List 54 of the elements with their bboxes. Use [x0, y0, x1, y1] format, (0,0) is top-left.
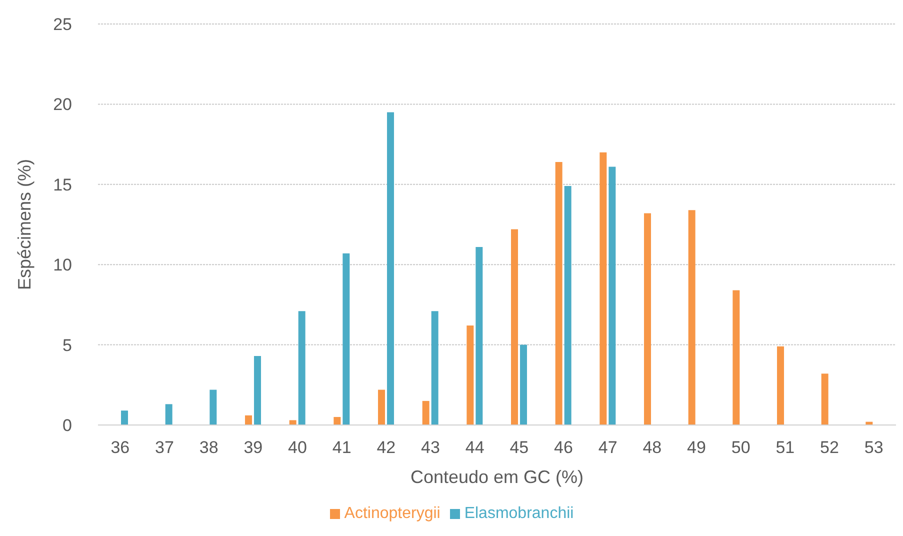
bar	[289, 420, 296, 425]
bar	[608, 166, 616, 425]
bar	[511, 229, 518, 425]
bar	[387, 112, 394, 425]
bar	[600, 152, 607, 425]
legend-label: Actinopterygii	[344, 505, 440, 522]
bar	[422, 400, 430, 425]
x-tick-label: 37	[155, 438, 174, 458]
y-tick-label: 5	[62, 336, 72, 355]
bar	[334, 416, 341, 425]
bar	[254, 356, 261, 425]
x-axis-title: Conteudo em GC (%)	[410, 467, 584, 487]
x-tick-label: 40	[288, 438, 307, 458]
y-tick-label: 20	[53, 95, 72, 114]
bar	[210, 390, 217, 425]
x-tick-label: 46	[554, 438, 573, 458]
y-tick-label: 15	[53, 175, 72, 194]
x-tick-label: 44	[465, 438, 484, 458]
bar	[342, 253, 350, 425]
x-tick-label: 45	[510, 438, 529, 458]
bar	[245, 415, 252, 425]
x-tick-label: 51	[776, 438, 795, 458]
bar	[564, 186, 572, 425]
y-tick-label: 10	[53, 256, 72, 275]
x-tick-label: 39	[244, 438, 263, 458]
bar	[431, 311, 438, 425]
x-tick-label: 43	[421, 438, 440, 458]
y-tick-label: 25	[53, 15, 72, 34]
y-axis-title: Espécimens (%)	[14, 158, 34, 290]
bar	[732, 290, 740, 425]
bar	[476, 246, 483, 425]
x-tick-label: 41	[332, 438, 352, 458]
bar	[378, 390, 385, 425]
bar	[165, 404, 172, 425]
bar	[520, 344, 527, 425]
bar	[644, 213, 651, 425]
x-tick-label: 48	[642, 438, 662, 458]
x-tick-label: 42	[376, 438, 396, 458]
x-tick-label: 50	[731, 438, 750, 458]
x-tick-label: 49	[687, 438, 706, 458]
x-tick-label: 36	[110, 438, 130, 458]
x-tick-label: 47	[598, 438, 618, 458]
y-tick-label: 0	[62, 416, 72, 436]
x-tick-label: 53	[864, 438, 884, 458]
bar	[555, 162, 562, 425]
bar	[298, 311, 306, 425]
legend-label: Elasmobranchii	[464, 505, 574, 522]
bar	[466, 326, 474, 425]
bar	[688, 210, 696, 425]
bar	[777, 346, 784, 425]
x-tick-label: 38	[199, 438, 218, 458]
bar	[821, 374, 828, 425]
x-tick-label: 52	[820, 438, 839, 458]
bar	[121, 410, 128, 425]
